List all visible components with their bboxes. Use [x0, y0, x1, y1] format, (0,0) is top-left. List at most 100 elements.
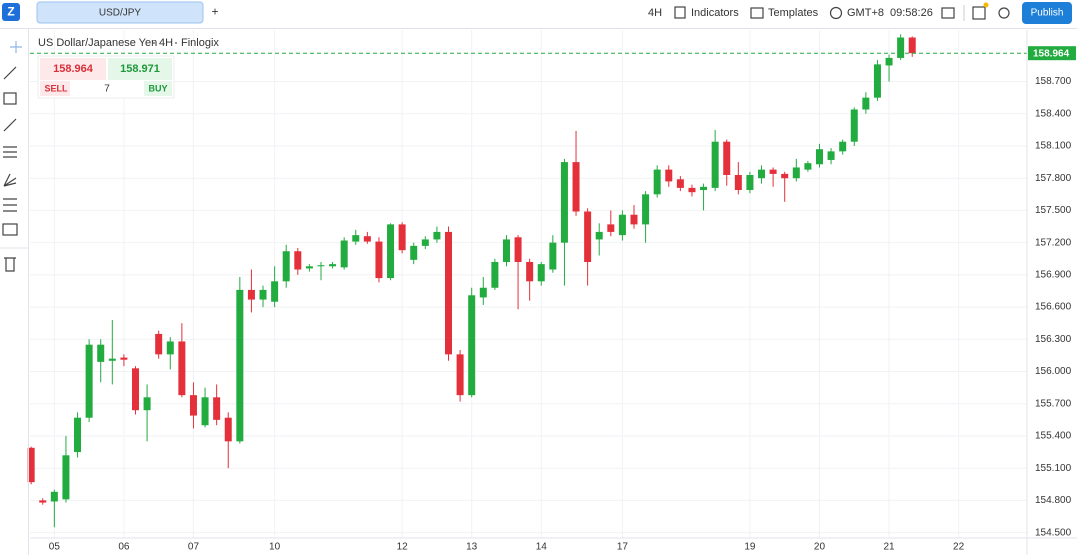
candle-body	[178, 341, 186, 396]
buy-button[interactable]	[144, 81, 172, 96]
clock: 09:58:26	[890, 7, 933, 19]
candle-body	[595, 231, 603, 240]
candle-body	[815, 149, 823, 165]
candle-body	[642, 194, 650, 225]
y-tick-label: 156.300	[1035, 334, 1072, 345]
candle-body	[236, 289, 244, 442]
legend-name: US Dollar/Japanese Yen	[38, 37, 157, 49]
candle-body	[653, 169, 661, 195]
candle-body	[711, 141, 719, 188]
candle-body	[502, 239, 510, 262]
candle-body	[74, 417, 82, 453]
y-tick-label: 154.800	[1035, 495, 1072, 506]
badge	[983, 2, 989, 8]
rect-tool[interactable]	[3, 92, 17, 105]
y-tick-label: 155.400	[1035, 431, 1072, 442]
candle-body	[537, 264, 545, 282]
line-tool[interactable]	[3, 66, 17, 80]
templates-icon	[750, 7, 764, 19]
fan-tool[interactable]	[3, 173, 17, 187]
candle-body	[445, 231, 453, 355]
timezone-button[interactable]: GMT+8	[847, 7, 884, 19]
candle-body	[584, 211, 592, 262]
candle-body	[560, 162, 568, 243]
drawing-tools	[2, 41, 22, 272]
x-tick-label: 22	[953, 542, 965, 553]
text-tool[interactable]	[2, 223, 18, 236]
y-tick-label: 157.200	[1035, 237, 1072, 248]
y-tick-label: 155.700	[1035, 398, 1072, 409]
candle-body	[572, 162, 580, 212]
y-tick-label: 154.500	[1035, 527, 1072, 538]
candle-body	[189, 395, 197, 416]
crosshair-tool[interactable]	[10, 41, 22, 53]
sell-box[interactable]	[40, 58, 106, 80]
symbol-tab-label: USD/JPY	[99, 8, 142, 19]
channel-tool[interactable]	[3, 118, 17, 132]
buy-box[interactable]	[108, 58, 172, 80]
candle-body	[387, 224, 395, 279]
candle-body	[27, 447, 35, 483]
candle-body	[410, 245, 418, 260]
candle-body	[885, 57, 893, 66]
interval-button[interactable]: 4H	[648, 7, 662, 19]
candle-body	[155, 333, 163, 355]
indicators-button[interactable]: Indicators	[691, 7, 739, 19]
symbol-tab[interactable]	[36, 1, 204, 24]
x-tick-label: 20	[814, 542, 826, 553]
y-tick-label: 158.100	[1035, 141, 1072, 152]
add-tab[interactable]: +	[211, 5, 218, 19]
candle-body	[50, 491, 58, 502]
x-tick-label: 07	[188, 542, 200, 553]
y-tick-label: 157.800	[1035, 173, 1072, 184]
candle-body	[456, 354, 464, 396]
last-price-label: 158.964	[1033, 48, 1070, 59]
candle-body	[850, 109, 858, 142]
logo[interactable]	[2, 3, 20, 21]
indicators-icon	[674, 6, 686, 19]
candle-body	[375, 241, 383, 279]
quantity[interactable]: 7	[104, 84, 110, 95]
candle-body	[329, 264, 337, 267]
candle-body	[62, 455, 70, 500]
candle-body	[618, 214, 626, 236]
candle-body	[862, 97, 870, 110]
fib-tool[interactable]	[3, 146, 17, 158]
candle-body	[352, 235, 360, 242]
sell-button[interactable]	[40, 81, 70, 96]
x-tick-label: 13	[466, 542, 478, 553]
y-tick-label: 158.400	[1035, 108, 1072, 119]
x-tick-label: 05	[49, 542, 61, 553]
publish-button[interactable]	[1022, 2, 1072, 24]
candle-body	[607, 224, 615, 232]
buy-price: 158.971	[120, 63, 160, 75]
candle-body	[873, 64, 881, 98]
pattern-tool[interactable]	[3, 198, 17, 212]
y-tick-label: 156.900	[1035, 270, 1072, 281]
candle-body	[433, 231, 441, 240]
settings-icon[interactable]	[998, 7, 1010, 19]
candle-body	[120, 357, 128, 360]
layout-icon[interactable]	[941, 7, 955, 19]
sell-price: 158.964	[53, 63, 94, 75]
y-tick-label: 156.600	[1035, 302, 1072, 313]
candle-body	[630, 214, 638, 225]
x-tick-label: 21	[883, 542, 895, 553]
trash-tool[interactable]	[4, 257, 16, 272]
candle-body	[398, 224, 406, 251]
candle-body	[201, 397, 209, 426]
sell-label: SELL	[44, 83, 68, 93]
plot-layer	[27, 30, 1027, 538]
candle-body	[97, 344, 105, 362]
x-tick-label: 06	[118, 542, 130, 553]
candle-body	[908, 37, 916, 54]
x-tick-label: 12	[397, 542, 409, 553]
grid-icon[interactable]	[972, 6, 986, 20]
candle-body	[317, 265, 325, 267]
candle-body	[282, 251, 290, 282]
templates-button[interactable]: Templates	[768, 7, 819, 19]
candle-body	[549, 242, 557, 270]
candle-body	[247, 289, 255, 300]
candle-body	[305, 266, 313, 269]
